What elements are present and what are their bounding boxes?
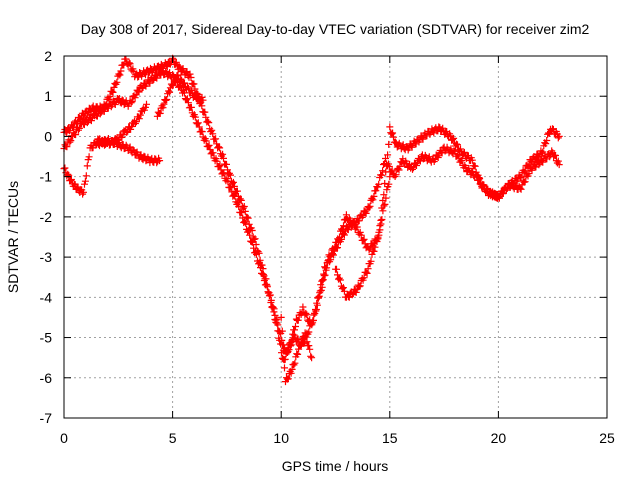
series-1-markers bbox=[60, 67, 563, 356]
x-axis-title: GPS time / hours bbox=[282, 458, 389, 474]
y-axis-title: SDTVAR / TECUs bbox=[5, 181, 21, 293]
series-5 bbox=[332, 173, 394, 301]
series-1 bbox=[60, 67, 563, 356]
x-tick-label: 10 bbox=[273, 430, 289, 446]
y-tick-label: -1 bbox=[40, 169, 53, 185]
series-0 bbox=[60, 54, 563, 364]
data-marks bbox=[60, 54, 563, 386]
x-tick-label: 5 bbox=[169, 430, 177, 446]
chart-title: Day 308 of 2017, Sidereal Day-to-day VTE… bbox=[81, 21, 590, 37]
series-4-markers bbox=[153, 71, 207, 120]
x-tick-label: 15 bbox=[382, 430, 398, 446]
series-6-markers bbox=[277, 313, 316, 386]
y-tick-label: -6 bbox=[40, 370, 53, 386]
y-tick-label: -7 bbox=[40, 410, 53, 426]
x-tick-label: 20 bbox=[491, 430, 507, 446]
series-3-markers bbox=[93, 135, 164, 167]
axes: 0 5 10 15 20 25 -7 -6 -5 -4 -3 -2 -1 0 1 2 bbox=[40, 48, 615, 446]
series-3 bbox=[93, 135, 164, 167]
plot-frame bbox=[63, 55, 608, 419]
x-tick-label: 0 bbox=[60, 430, 68, 446]
x-tick-label: 25 bbox=[599, 430, 615, 446]
y-tick-label: -3 bbox=[40, 249, 53, 265]
grid bbox=[64, 56, 607, 418]
series-4 bbox=[153, 71, 207, 120]
series-6 bbox=[277, 313, 316, 386]
y-tick-label: -4 bbox=[40, 289, 53, 305]
y-tick-label: -2 bbox=[40, 209, 53, 225]
y-tick-label: -5 bbox=[40, 330, 53, 346]
y-tick-label: 0 bbox=[44, 128, 52, 144]
y-tick-label: 1 bbox=[44, 88, 52, 104]
series-0-markers bbox=[60, 54, 563, 364]
y-tick-label: 2 bbox=[44, 48, 52, 64]
series-5-markers bbox=[332, 173, 394, 301]
